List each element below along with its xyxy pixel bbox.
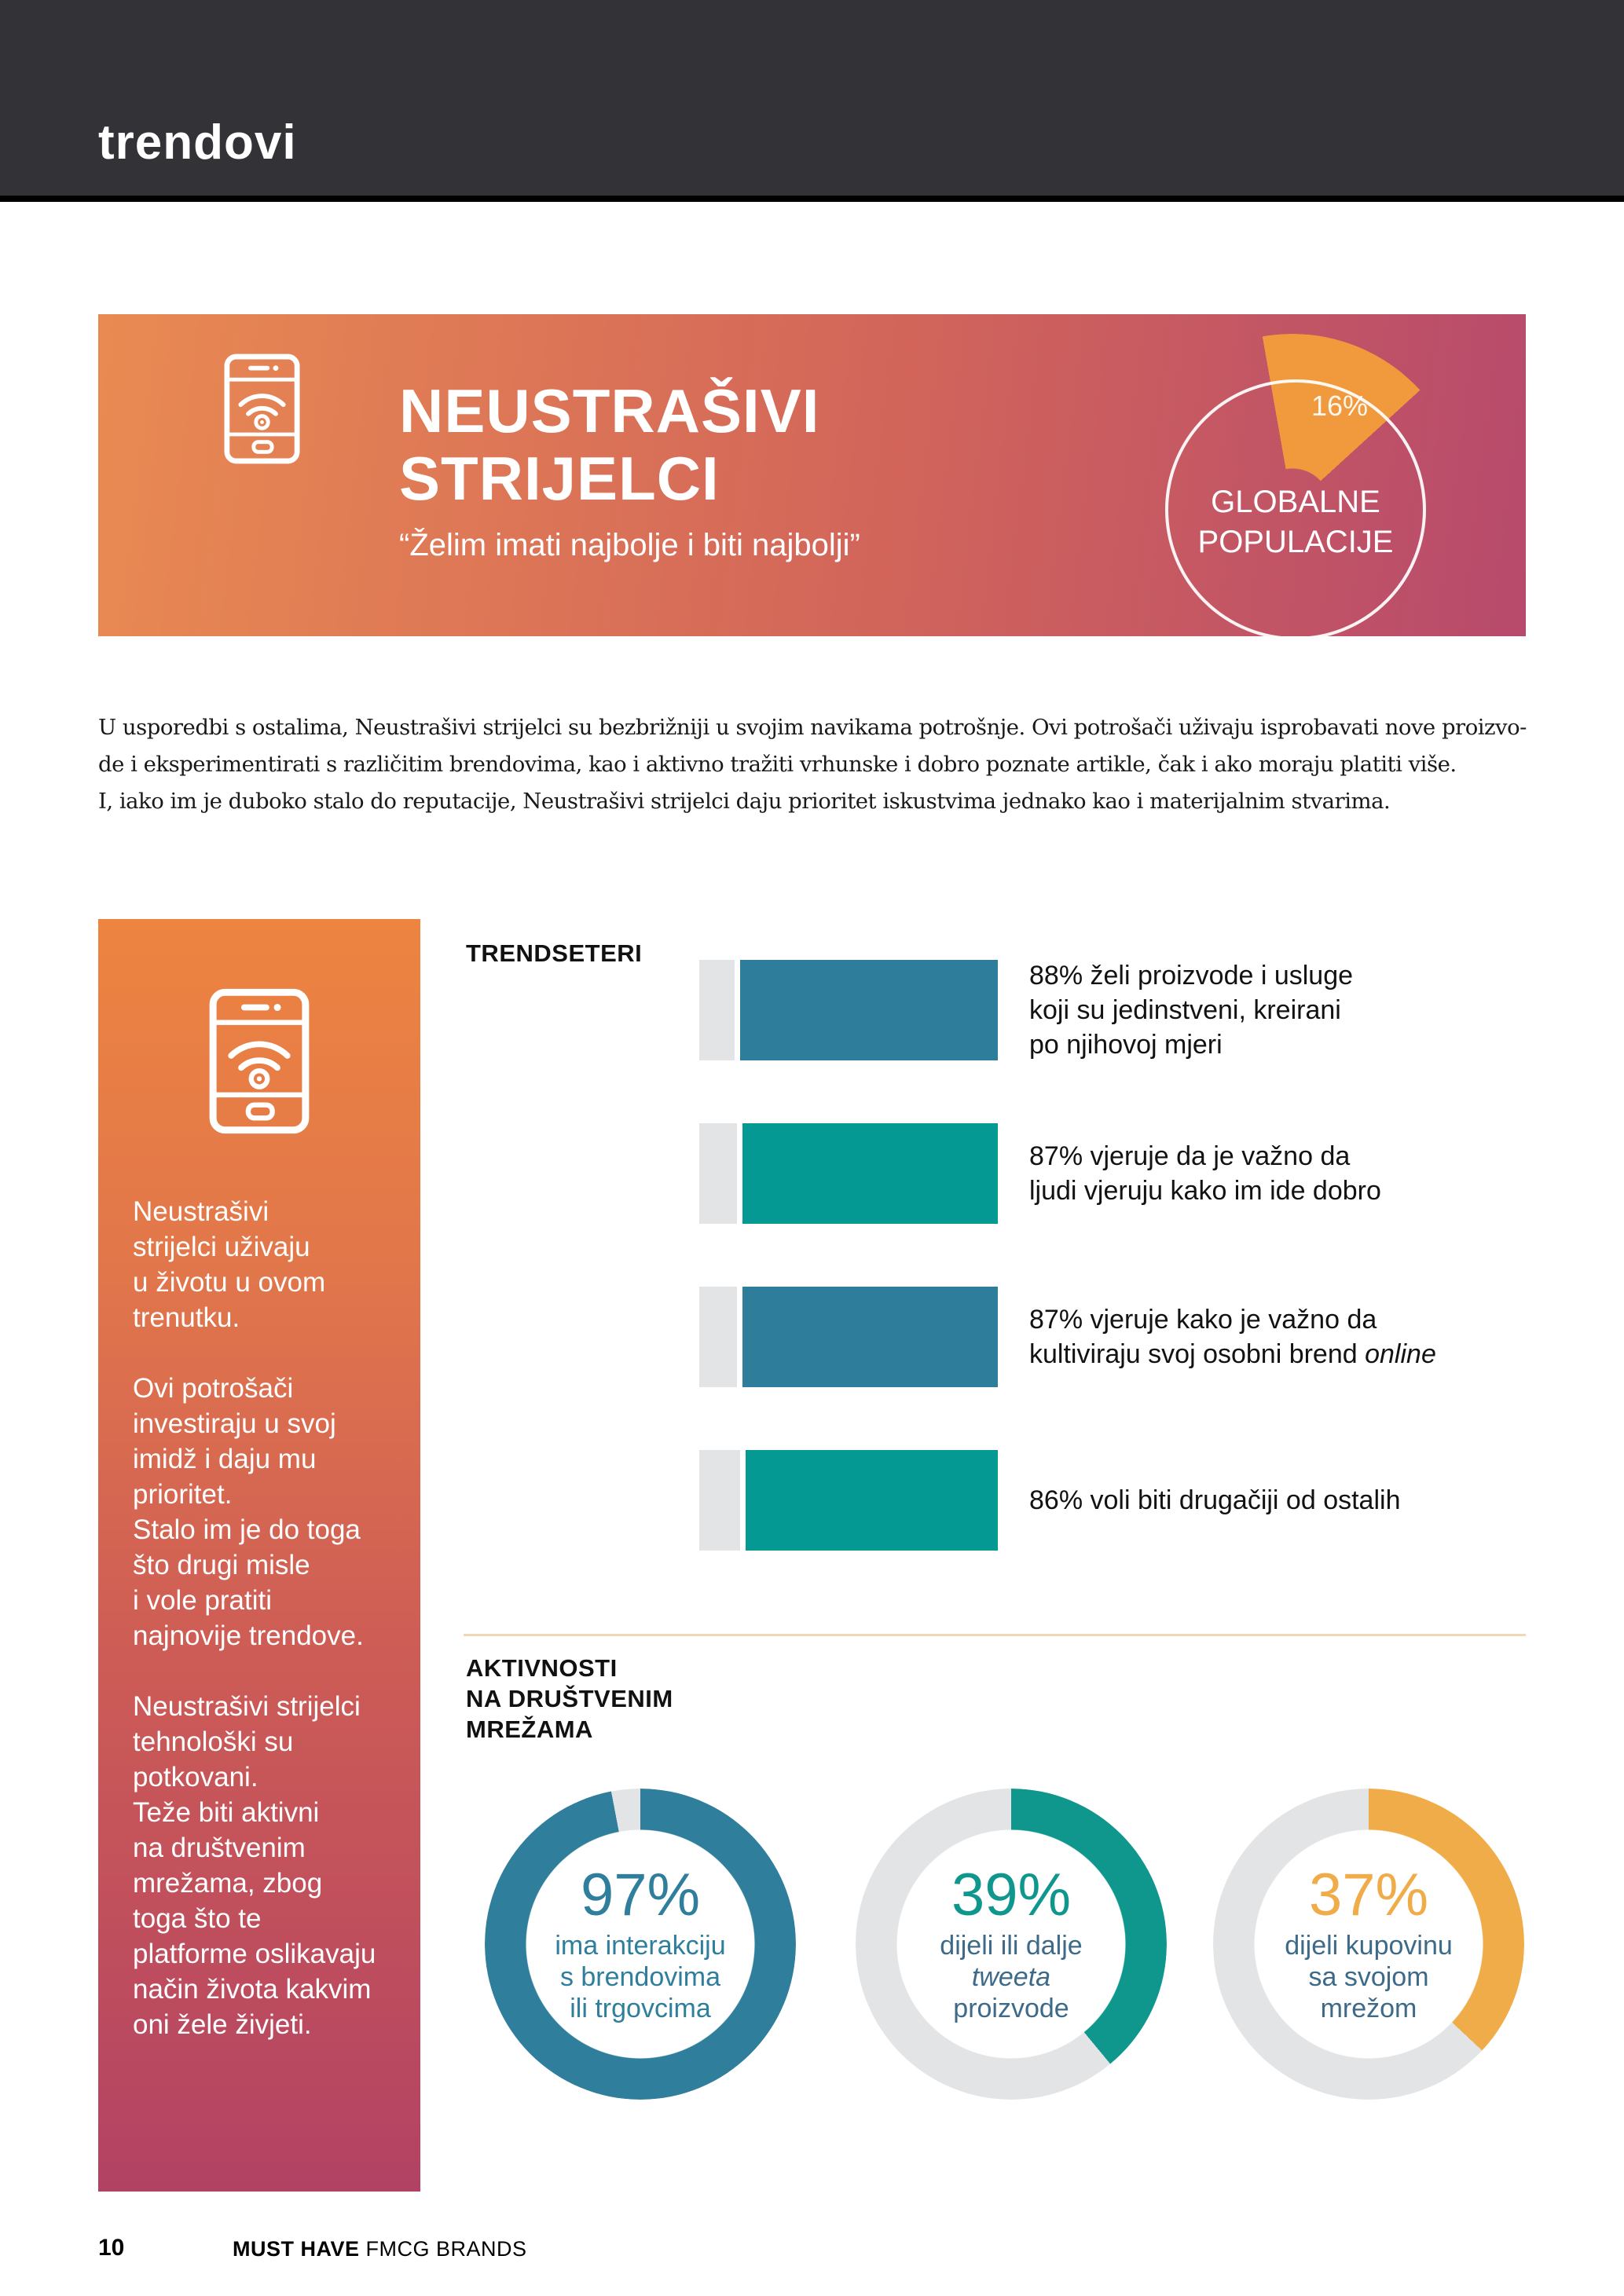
sidebar-paragraph: Ovi potrošači investiraju u svoj imidž i… bbox=[133, 1373, 364, 1651]
intro-line: I, iako im je duboko stalo do reputacije… bbox=[98, 789, 1391, 814]
donut-caption: dijeli ili dalje tweeta proizvode bbox=[940, 1930, 1082, 2024]
text-line: proizvode bbox=[953, 1994, 1069, 2023]
text-line: s brendovima bbox=[559, 1962, 721, 1992]
bar-caption: 87% vjeruje da je važno da ljudi vjeruju … bbox=[1029, 1123, 1381, 1224]
bar-fill bbox=[742, 1287, 998, 1387]
banner-text-block: NEUSTRAŠIVI STRIJELCI “Želim imati najbo… bbox=[399, 377, 860, 563]
smartphone-wifi-icon bbox=[224, 353, 300, 464]
donut-caption: dijeli kupovinu sa svojom mrežom bbox=[1285, 1930, 1453, 2024]
smartphone-wifi-icon bbox=[209, 988, 310, 1134]
text-line: 86% voli biti drugačiji od ostalih bbox=[1029, 1485, 1401, 1515]
text-line: ili trgovcima bbox=[570, 1994, 711, 2023]
social-heading-line: AKTIVNOSTI bbox=[466, 1654, 618, 1682]
bar-fill bbox=[739, 960, 998, 1060]
text-line: dijeli ili dalje bbox=[940, 1931, 1083, 1961]
bar-fill bbox=[742, 1123, 998, 1224]
social-heading-line: NA DRUŠTVENIM bbox=[466, 1685, 673, 1712]
sidebar-paragraph: Neustrašivi strijelci tehnološki su potk… bbox=[133, 1691, 376, 2040]
text-line: ima interakciju bbox=[555, 1931, 726, 1961]
bar-caption: 88% želi proizvode i usluge koji su jedin… bbox=[1029, 960, 1353, 1060]
text-line: po njihovoj mjeri bbox=[1029, 1030, 1223, 1060]
text-line: koji su jedinstveni, kreirani bbox=[1029, 995, 1341, 1025]
donut-ring bbox=[856, 1789, 1167, 2100]
section-kicker: trendovi bbox=[98, 115, 297, 170]
text-line: 87% vjeruje kako je važno da bbox=[1029, 1305, 1377, 1335]
text-line: kultiviraju svoj osobni brend online bbox=[1029, 1339, 1436, 1369]
bar-graphic bbox=[699, 960, 998, 1060]
donut-value: 37% bbox=[1308, 1862, 1429, 1928]
bar-graphic bbox=[699, 1123, 998, 1224]
banner-title-line1: NEUSTRAŠIVI bbox=[399, 376, 820, 445]
donut-center: 37% dijeli kupovinu sa svojom mrežom bbox=[1213, 1789, 1524, 2100]
donut-chart: 97% ima interakciju s brendovima ili trgov… bbox=[485, 1789, 796, 2100]
social-heading-line: MREŽAMA bbox=[466, 1716, 593, 1743]
intro-line: de i eksperimentirati s različitim brend… bbox=[98, 752, 1457, 777]
donut-chart: 39% dijeli ili dalje tweeta proizvode bbox=[856, 1789, 1167, 2100]
text-line: mrežom bbox=[1320, 1994, 1417, 2023]
population-percent: 16% bbox=[1311, 390, 1369, 422]
population-label-line1: GLOBALNE bbox=[1211, 485, 1380, 519]
population-circle: GLOBALNE POPULACIJE bbox=[1165, 379, 1426, 640]
banner-title: NEUSTRAŠIVI STRIJELCI bbox=[399, 377, 860, 512]
bar-track bbox=[699, 1450, 741, 1551]
banner-quote: “Želim imati najbolje i biti najbolji” bbox=[399, 528, 860, 562]
intro-paragraph: U usporedbi s ostalima, Neustrašivi stri… bbox=[98, 709, 1544, 820]
footer-brand: MUST HAVE FMCG BRANDS bbox=[233, 2237, 527, 2261]
donut-ring bbox=[1213, 1789, 1524, 2100]
sidebar-paragraph: Neustrašivi strijelci uživaju u životu u… bbox=[133, 1196, 326, 1333]
bar-caption: 87% vjeruje kako je važno da kultiviraju … bbox=[1029, 1287, 1436, 1387]
section-divider bbox=[464, 1634, 1526, 1636]
text-line: dijeli kupovinu bbox=[1285, 1931, 1453, 1961]
bar-graphic bbox=[699, 1287, 998, 1387]
persona-sidebar: Neustrašivi strijelci uživaju u životu u… bbox=[98, 919, 420, 2192]
trendsetters-heading: TRENDSETERI bbox=[466, 939, 643, 967]
intro-line: U usporedbi s ostalima, Neustrašivi stri… bbox=[98, 715, 1527, 740]
social-heading: AKTIVNOSTI NA DRUŠTVENIM MREŽAMA bbox=[466, 1653, 673, 1745]
donut-value: 97% bbox=[580, 1862, 701, 1928]
bar-track bbox=[699, 1287, 738, 1387]
bar-track bbox=[699, 960, 735, 1060]
footer-brand-regular: FMCG BRANDS bbox=[359, 2237, 527, 2261]
bar-caption: 86% voli biti drugačiji od ostalih bbox=[1029, 1450, 1400, 1551]
donut-ring bbox=[485, 1789, 796, 2100]
page-number: 10 bbox=[98, 2235, 125, 2261]
donut-chart: 37% dijeli kupovinu sa svojom mrežom bbox=[1213, 1789, 1524, 2100]
trend-banner: NEUSTRAŠIVI STRIJELCI “Želim imati najbo… bbox=[98, 314, 1526, 679]
top-bar: trendovi bbox=[0, 0, 1624, 202]
bar-fill bbox=[746, 1450, 998, 1551]
bar-graphic bbox=[699, 1450, 998, 1551]
bar-track bbox=[699, 1123, 738, 1224]
sidebar-text: Neustrašivi strijelci uživaju u životu u… bbox=[133, 1194, 425, 2078]
population-label: GLOBALNE POPULACIJE bbox=[1198, 482, 1394, 562]
donut-center: 97% ima interakciju s brendovima ili trgov… bbox=[485, 1789, 796, 2100]
footer-brand-bold: MUST HAVE bbox=[233, 2237, 360, 2261]
donut-value: 39% bbox=[951, 1862, 1072, 1928]
donut-center: 39% dijeli ili dalje tweeta proizvode bbox=[856, 1789, 1167, 2100]
donut-caption: ima interakciju s brendovima ili trgovcima bbox=[555, 1930, 725, 2024]
banner-title-line2: STRIJELCI bbox=[399, 444, 720, 513]
text-line: 88% želi proizvode i usluge bbox=[1029, 961, 1354, 991]
text-line: tweeta bbox=[971, 1962, 1051, 1992]
text-line: sa svojom bbox=[1308, 1962, 1429, 1992]
text-line: 87% vjeruje da je važno da bbox=[1029, 1141, 1351, 1171]
population-label-line2: POPULACIJE bbox=[1197, 525, 1394, 559]
text-line: ljudi vjeruju kako im ide dobro bbox=[1029, 1176, 1381, 1206]
